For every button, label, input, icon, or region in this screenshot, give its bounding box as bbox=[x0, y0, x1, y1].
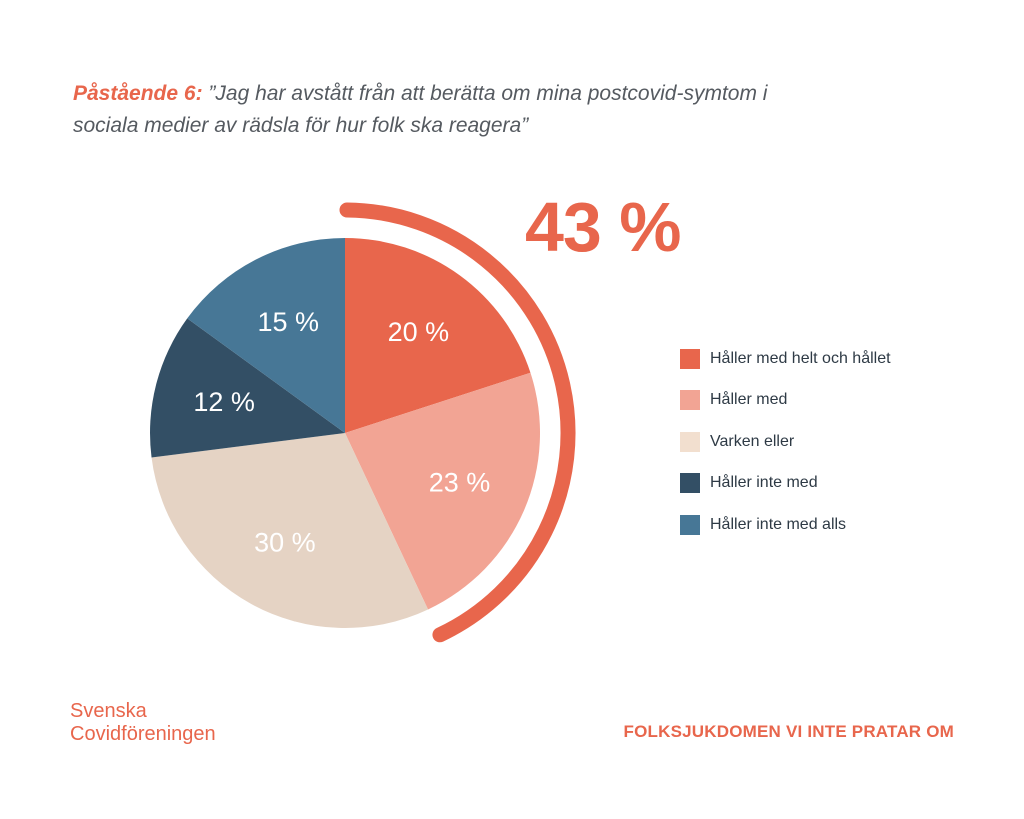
pie-slice-label: 15 % bbox=[258, 307, 320, 337]
legend-label: Håller inte med alls bbox=[710, 515, 847, 533]
legend-label: Håller med bbox=[710, 391, 788, 408]
pie-slice bbox=[187, 238, 345, 433]
pie-slice-labels: 20 % 23 % 30 % 12 % 15 % bbox=[193, 307, 490, 558]
highlight-arc bbox=[339, 202, 576, 643]
legend-label: Varken eller bbox=[710, 432, 795, 450]
legend-label: Håller inte med bbox=[710, 474, 818, 491]
pie-slice-label: 20 % bbox=[388, 317, 450, 347]
org-name-line1: Svenska bbox=[70, 700, 147, 722]
legend-item: Håller med bbox=[680, 390, 891, 411]
legend-item: Varken eller bbox=[680, 431, 891, 452]
legend-swatch bbox=[680, 431, 700, 452]
title-quote: ”Jag har avstått från att berätta om min… bbox=[73, 82, 768, 137]
pie-slice-label: 12 % bbox=[193, 387, 255, 417]
chart-title: Påstående 6: ”Jag har avstått från att b… bbox=[73, 78, 793, 142]
pie-slice bbox=[150, 318, 345, 458]
legend-swatch bbox=[680, 514, 700, 535]
legend-swatch bbox=[680, 390, 700, 410]
pie-slice bbox=[151, 433, 429, 628]
organization-logo-text: Svenska Covidföreningen bbox=[70, 700, 216, 746]
org-name-line2: Covidföreningen bbox=[70, 723, 216, 745]
title-lead: Påstående 6: bbox=[73, 82, 203, 105]
legend-item: Håller med helt och hållet bbox=[680, 348, 891, 369]
pie-slices bbox=[150, 238, 541, 628]
legend-label: Håller med helt och hållet bbox=[710, 349, 891, 367]
pie-slice-label: 23 % bbox=[429, 468, 491, 498]
pie-slice-label: 30 % bbox=[254, 527, 316, 557]
pie-slice bbox=[345, 372, 541, 610]
legend-swatch bbox=[680, 348, 700, 369]
legend-swatch bbox=[680, 473, 700, 493]
legend-item: Håller inte med alls bbox=[680, 514, 891, 535]
legend: Håller med helt och hållet Håller med Va… bbox=[680, 348, 891, 556]
legend-item: Håller inte med bbox=[680, 473, 891, 494]
pie-slice bbox=[345, 238, 531, 433]
campaign-tagline: FOLKSJUKDOMEN VI INTE PRATAR OM bbox=[623, 722, 954, 741]
highlight-percentage: 43 % bbox=[525, 188, 682, 266]
